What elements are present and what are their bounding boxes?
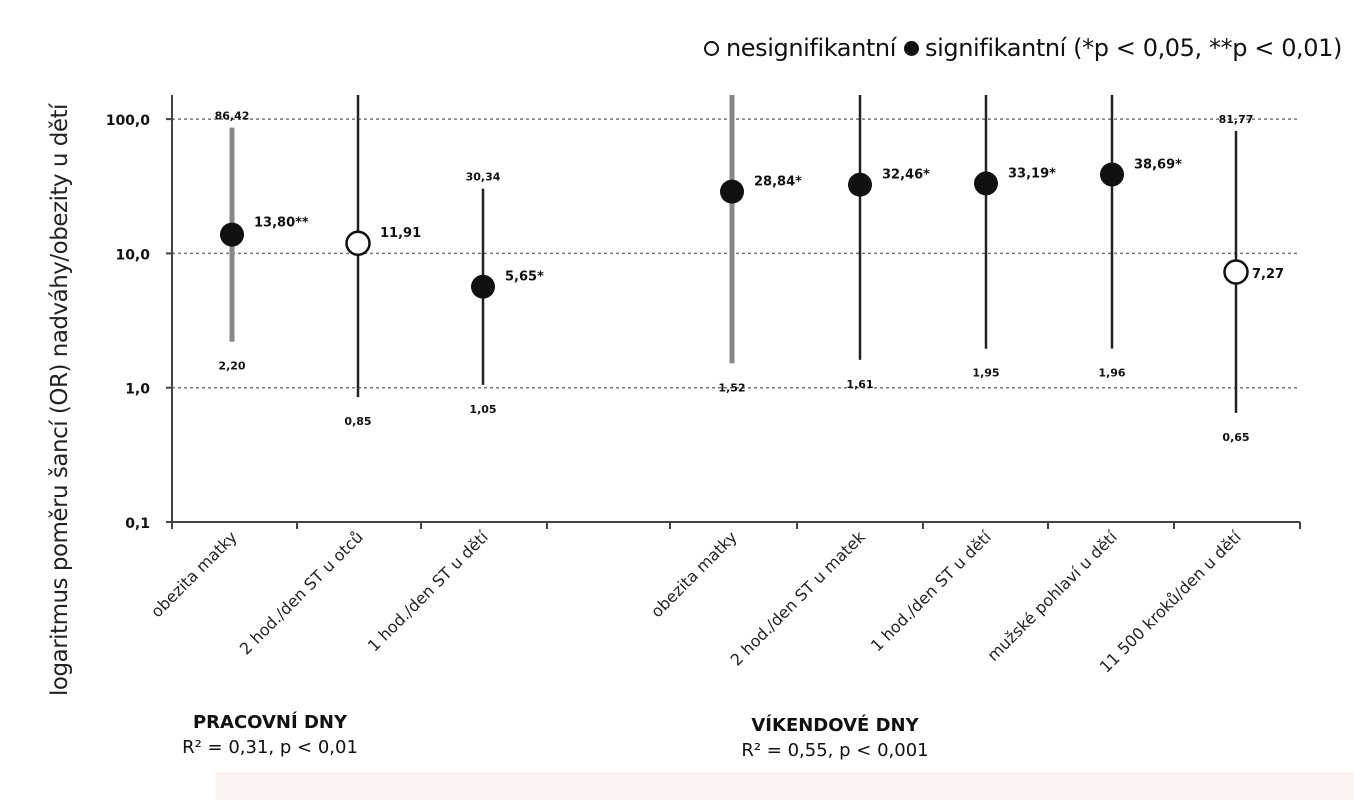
or-value-label: 11,91	[380, 226, 421, 241]
x-category-label: obezita matky	[147, 527, 241, 621]
group-workdays-title: PRACOVNÍ DNY	[192, 712, 347, 733]
or-value-label: 28,84*	[754, 175, 802, 190]
or-value-label: 33,19*	[1008, 166, 1056, 181]
legend: nesignifikantní signifikantní (*p < 0,05…	[703, 34, 1342, 62]
x-category-label: 11 500 kroků/den u dětí	[1096, 527, 1245, 676]
group-weekend: VÍKENDOVÉ DNY R² = 0,55, p < 0,001	[715, 715, 955, 761]
or-value-label: 5,65*	[505, 270, 544, 285]
ci-lower-label: 1,95	[972, 367, 999, 380]
y-tick-label: 0,1	[125, 516, 150, 532]
nonsignificant-point	[345, 230, 371, 256]
x-category-label: 1 hod./den ST u dětí	[867, 527, 995, 655]
filled-circle-icon	[904, 40, 920, 56]
ci-upper-label: 86,42	[215, 110, 250, 123]
y-tick-label: 10,0	[115, 247, 150, 263]
ci-lower-label: 1,61	[846, 378, 873, 391]
or-value-label: 32,46*	[882, 168, 930, 183]
x-category-label: obezita matky	[647, 527, 741, 621]
significant-point	[471, 274, 495, 299]
ci-lower-label: 1,96	[1098, 366, 1125, 379]
ci-lower-label: 2,20	[218, 360, 245, 373]
legend-nonsignificant-label: nesignifikantní	[725, 34, 897, 62]
x-category-label: 2 hod./den ST u otců	[236, 527, 367, 658]
group-weekend-stat: R² = 0,55, p < 0,001	[741, 740, 929, 761]
or-value-label: 13,80**	[254, 216, 309, 231]
ci-upper-label: 30,34	[466, 171, 501, 184]
or-value-label: 38,69*	[1134, 157, 1182, 172]
significant-point	[974, 171, 998, 196]
group-workdays: PRACOVNÍ DNY R² = 0,31, p < 0,01	[160, 712, 380, 758]
x-category-label: 1 hod./den ST u dětí	[364, 527, 492, 655]
y-tick-label: 1,0	[125, 382, 150, 398]
ci-lower-label: 0,85	[344, 415, 371, 428]
significant-point	[220, 222, 244, 247]
legend-significant-label: signifikantní (*p < 0,05, **p < 0,01)	[925, 34, 1342, 62]
nonsignificant-point	[1223, 259, 1249, 285]
group-workdays-stat: R² = 0,31, p < 0,01	[182, 737, 358, 758]
ci-upper-label: 81,77	[1219, 113, 1254, 126]
group-weekend-title: VÍKENDOVÉ DNY	[751, 715, 919, 736]
ci-lower-label: 0,65	[1222, 431, 1249, 444]
significant-point	[720, 179, 744, 204]
page-background-strip	[215, 772, 1354, 800]
y-tick-label: 100,0	[106, 113, 151, 129]
y-axis-title-text: logaritmus poměru šancí (OR) nadváhy/obe…	[47, 104, 73, 696]
significant-point	[848, 172, 872, 197]
x-category-label: 2 hod./den ST u matek	[727, 527, 870, 670]
or-value-label: 7,27	[1252, 267, 1284, 282]
ci-lower-label: 1,05	[469, 403, 496, 416]
significant-point	[1100, 162, 1124, 187]
x-category-label: mužské pohlaví u dětí	[983, 527, 1121, 665]
open-circle-icon	[703, 40, 719, 56]
ci-lower-label: 1,52	[718, 381, 745, 394]
